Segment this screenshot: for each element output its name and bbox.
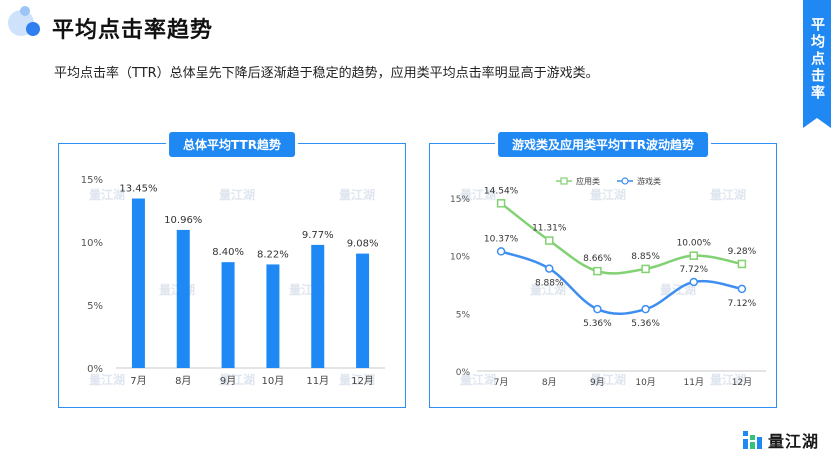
y-tick-label: 10%: [450, 253, 470, 263]
x-tick-label: 10月: [262, 375, 285, 387]
bar-value-label: 10.96%: [164, 215, 202, 226]
x-tick-label: 10月: [635, 377, 655, 388]
summary-text: 平均点击率（TTR）总体呈先下降后逐渐趋于稳定的趋势，应用类平均点击率明显高于游…: [54, 66, 599, 81]
y-tick-label: 15%: [81, 175, 103, 186]
header-bubble-small: [20, 6, 30, 16]
point-value-label: 9.28%: [728, 247, 757, 257]
app-point-marker: [496, 199, 506, 208]
bar-value-label: 9.77%: [302, 230, 334, 241]
game-point-marker: [593, 304, 602, 314]
y-tick-label: 0%: [87, 364, 103, 375]
bar-value-label: 8.40%: [212, 247, 244, 258]
page-title: 平均点击率趋势: [52, 18, 214, 43]
point-value-label: 10.37%: [484, 234, 519, 244]
side-tab-label: 平均点击率: [809, 16, 825, 102]
x-tick-label: 11月: [684, 377, 704, 388]
y-tick-label: 10%: [81, 238, 103, 249]
bar: [266, 264, 280, 368]
watermark-text: 量江湖: [710, 372, 746, 387]
legend-label: 应用类: [576, 176, 600, 186]
app-point-marker: [689, 251, 698, 260]
watermark-text: 量江湖: [219, 372, 255, 387]
series-line-app: [500, 202, 743, 275]
watermark-text: 量江湖: [590, 372, 626, 387]
x-tick-label: 9月: [220, 375, 236, 387]
watermark-text: 量江湖: [460, 187, 496, 202]
category-ttr-chart-title: 游戏类及应用类平均TTR波动趋势: [498, 132, 708, 157]
app-point-marker: [641, 264, 650, 274]
point-value-label: 5.36%: [583, 319, 612, 329]
watermark-text: 量江湖: [339, 187, 375, 202]
watermark-text: 量江湖: [590, 187, 626, 202]
point-value-label: 5.36%: [631, 319, 660, 329]
brand-logo: 量江湖: [742, 428, 819, 452]
bar: [311, 244, 325, 368]
bar: [356, 253, 370, 368]
category-ttr-panel: 量江湖 量江湖 量江湖 量江湖 量江湖 量江湖 量江湖 量江湖 0% 5% 10% 15% 7月 8月 9月…: [429, 132, 777, 408]
bar-value-label: 13.45%: [119, 184, 157, 195]
point-value-label: 8.88%: [535, 279, 564, 289]
app-point-marker: [593, 266, 602, 276]
x-tick-label: 7月: [494, 377, 509, 388]
x-tick-label: 7月: [130, 375, 146, 387]
point-value-label: 7.72%: [679, 265, 708, 275]
app-point-marker: [737, 259, 747, 269]
x-tick-label: 8月: [542, 377, 557, 388]
watermark-text: 量江湖: [530, 282, 566, 297]
x-tick-label: 11月: [306, 375, 329, 387]
watermark-text: 量江湖: [460, 372, 496, 387]
x-tick-label: 12月: [732, 377, 752, 388]
bar: [176, 229, 190, 368]
side-tab: 平均点击率: [803, 0, 831, 128]
watermark-text: 量江湖: [89, 372, 125, 387]
overall-ttr-chart-title: 总体平均TTR趋势: [169, 132, 295, 157]
legend-marker: [621, 177, 629, 185]
y-tick-label: 0%: [456, 368, 471, 378]
game-point-marker: [689, 277, 698, 287]
app-point-marker: [545, 236, 554, 245]
watermark-text: 量江湖: [710, 187, 746, 202]
watermark-text: 量江湖: [339, 372, 375, 387]
brand-mark-icon: [742, 431, 762, 449]
point-value-label: 8.66%: [583, 254, 612, 264]
x-tick-label: 12月: [351, 375, 374, 387]
legend-label: 游戏类: [637, 176, 661, 186]
point-value-label: 8.85%: [631, 252, 660, 262]
bar: [131, 198, 145, 368]
game-point-marker: [496, 247, 506, 256]
game-point-marker: [545, 264, 554, 273]
overall-ttr-bar-chart: 量江湖量江湖量江湖量江湖量江湖量江湖量江湖量江湖0%5%10%15%13.45%…: [81, 175, 385, 387]
point-value-label: 10.00%: [677, 239, 712, 249]
watermark-text: 量江湖: [219, 187, 255, 202]
overall-ttr-panel: 量江湖量江湖量江湖量江湖量江湖量江湖量江湖量江湖0%5%10%15%13.45%…: [58, 132, 406, 408]
header-bubble-accent: [26, 22, 40, 36]
watermark-text: 量江湖: [89, 187, 125, 202]
bar: [221, 262, 235, 368]
y-tick-label: 5%: [87, 301, 103, 312]
x-tick-label: 9月: [590, 377, 605, 388]
bar-value-label: 8.22%: [257, 249, 289, 260]
x-tick-label: 8月: [175, 375, 191, 387]
point-value-label: 7.12%: [728, 299, 757, 309]
point-value-label: 11.31%: [532, 224, 567, 234]
bar-value-label: 9.08%: [347, 239, 379, 250]
game-point-marker: [641, 304, 650, 314]
y-tick-label: 15%: [450, 195, 470, 205]
point-value-label: 14.54%: [484, 186, 519, 196]
legend-marker: [560, 177, 568, 185]
y-tick-label: 5%: [456, 310, 471, 320]
game-point-marker: [737, 284, 747, 294]
brand-name: 量江湖: [767, 432, 819, 451]
